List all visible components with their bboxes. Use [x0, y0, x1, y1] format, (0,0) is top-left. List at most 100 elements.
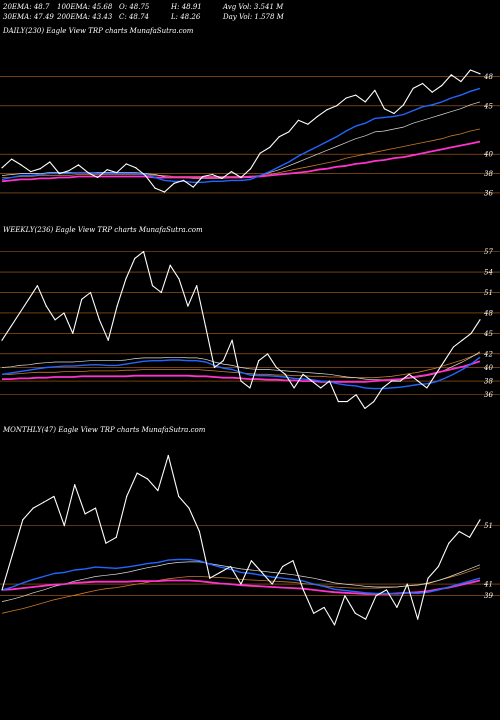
daily-ytick-label: 38	[484, 170, 493, 178]
monthly-price-point	[188, 507, 190, 509]
daily-price-point	[144, 174, 146, 177]
weekly-price-point	[417, 380, 419, 382]
monthly-price-point	[219, 571, 221, 573]
weekly-price-point	[1, 339, 3, 341]
weekly-price-point	[231, 339, 233, 341]
monthly-price-point	[1, 589, 3, 591]
weekly-price-point	[320, 387, 322, 389]
monthly-price-point	[271, 583, 273, 585]
monthly-price-point	[11, 554, 13, 556]
daily-price-point	[316, 115, 319, 118]
daily-ytick-label: 48	[483, 73, 493, 81]
daily-price-point	[221, 177, 223, 180]
weekly-price-point	[373, 400, 375, 403]
daily-price-point	[336, 105, 338, 107]
weekly-price-point	[258, 360, 260, 362]
weekly-price-point	[178, 278, 180, 280]
weekly-price-point	[249, 387, 251, 389]
daily-price-point	[58, 172, 60, 175]
daily-price-point	[202, 175, 204, 178]
monthly-chart: 51 41 39	[0, 454, 500, 626]
daily-price-point	[240, 176, 242, 179]
daily-price-point	[106, 169, 108, 171]
monthly-price-point	[333, 624, 336, 626]
stat-high: H: 48.91	[171, 3, 202, 11]
weekly-price-point	[266, 353, 269, 355]
monthly-price-point	[74, 484, 76, 486]
daily-price-point	[211, 173, 213, 176]
monthly-price-point	[250, 560, 252, 562]
daily-price-point	[383, 108, 385, 110]
weekly-ytick-label: 36	[484, 391, 493, 399]
daily-price-point	[326, 109, 328, 111]
daily-price-point	[39, 168, 41, 170]
weekly-price-point	[19, 312, 21, 314]
weekly-chart: 57 54 51 48 45 42 40 38 36	[0, 248, 500, 409]
daily-price-point	[68, 170, 70, 172]
daily-price-point	[393, 112, 395, 115]
weekly-price-point	[116, 305, 118, 307]
stats-header: 20EMA: 48.7 100EMA: 45.68 O: 48.75 H: 48…	[3, 2, 303, 24]
monthly-price-point	[479, 519, 481, 521]
monthly-price-point	[292, 560, 294, 562]
monthly-price-point	[281, 565, 284, 568]
daily-price-point	[374, 89, 376, 91]
weekly-price-point	[479, 319, 481, 321]
weekly-price-point	[125, 278, 127, 280]
monthly-price-point	[94, 507, 97, 509]
stat-open: O: 48.75	[119, 3, 150, 11]
weekly-ytick-label: 54	[484, 269, 493, 277]
daily-ema-brown-line	[2, 128, 481, 178]
monthly-price-point	[230, 565, 232, 568]
monthly-price-point	[458, 530, 460, 533]
daily-price-point	[450, 74, 452, 76]
monthly-price-point	[385, 589, 388, 591]
monthly-ytick-label: 41	[483, 581, 493, 589]
daily-price-point	[441, 84, 443, 87]
monthly-ema-brown-line	[1, 567, 481, 614]
monthly-price-point	[302, 589, 304, 591]
stat-low: L: 48.26	[171, 13, 201, 21]
monthly-ema-blue-line	[1, 558, 481, 595]
weekly-price-point	[36, 285, 39, 287]
weekly-ytick-label: 57	[484, 248, 493, 256]
monthly-price-point	[105, 542, 107, 544]
weekly-price-point	[390, 380, 393, 382]
weekly-price-point	[382, 387, 384, 389]
daily-price-point	[469, 69, 472, 71]
weekly-price-point	[45, 305, 47, 307]
monthly-ema-light-line	[1, 561, 481, 602]
daily-ytick-label: 40	[483, 151, 493, 159]
daily-price-point	[345, 97, 347, 99]
daily-ytick-label: 36	[484, 189, 493, 197]
weekly-price-point	[54, 319, 56, 321]
daily-price-point	[192, 186, 194, 188]
daily-price-point	[163, 191, 166, 193]
daily-price-point	[97, 176, 99, 179]
daily-price-point	[183, 179, 185, 181]
stat-close: C: 48.74	[119, 13, 149, 21]
monthly-price-point	[63, 525, 65, 527]
stat-200ema: 200EMA: 43.43	[57, 13, 113, 21]
daily-panel-title: DAILY(230) Eagle View TRP charts MunafaS…	[3, 27, 194, 35]
daily-price-point	[412, 87, 414, 89]
daily-chart: 48 45 40 38 36	[0, 69, 500, 197]
weekly-price-point	[10, 325, 12, 328]
daily-price-point	[307, 123, 309, 125]
monthly-price-point	[448, 542, 450, 544]
daily-price-point	[259, 152, 261, 154]
monthly-price-point	[84, 513, 86, 515]
stat-30ema: 30EMA: 47.49	[3, 13, 54, 21]
daily-price-point	[278, 136, 280, 138]
daily-price-point	[479, 73, 481, 75]
weekly-price-point	[399, 380, 401, 382]
daily-price-point	[460, 80, 462, 83]
weekly-price-point	[143, 251, 145, 253]
daily-price-point	[49, 161, 51, 163]
weekly-price-point	[470, 332, 472, 335]
daily-ytick-label: 45	[483, 102, 493, 110]
daily-price-point	[154, 187, 156, 189]
daily-price-point	[230, 171, 233, 173]
weekly-ytick-label: 51	[484, 289, 493, 297]
